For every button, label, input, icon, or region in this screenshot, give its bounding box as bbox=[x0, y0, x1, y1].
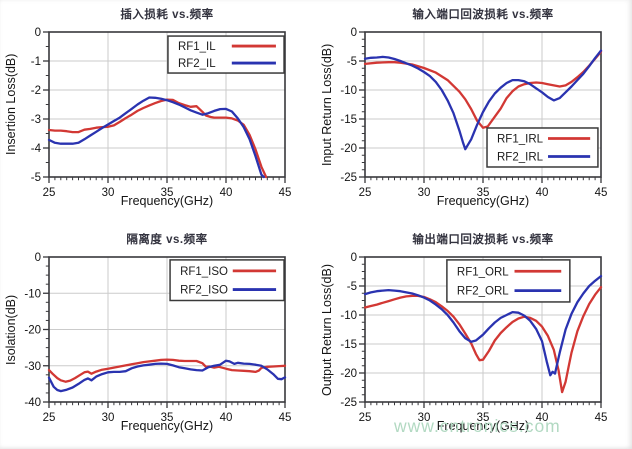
y-tick-label: -20 bbox=[340, 368, 357, 380]
x-axis-label: Frequency(GHz) bbox=[436, 419, 530, 433]
y-tick-label: -10 bbox=[24, 288, 41, 300]
chart-title: 输入端口回波损耗 vs.频率 bbox=[412, 9, 554, 21]
series-line-RF1_IRL bbox=[363, 50, 603, 129]
y-tick-label: -25 bbox=[340, 172, 357, 184]
legend-label: RF2_IRL bbox=[497, 151, 544, 163]
x-axis-label: Frequency(GHz) bbox=[120, 419, 214, 433]
legend: RF1_ISO RF2_ISO bbox=[169, 259, 285, 302]
plot-area: 25 30 35 40 45 -25 -20 -15 -10 -5 0 RF1_IRL RF2_IRL bbox=[340, 27, 608, 199]
legend-label: RF1_ISO bbox=[180, 266, 228, 278]
y-tick-label: -1 bbox=[31, 56, 41, 68]
x-axis-label: Frequency(GHz) bbox=[120, 194, 214, 208]
legend: RF1_ORL RF2_ORL bbox=[446, 259, 571, 303]
chart-output-return-loss: 输出端口回波损耗 vs.频率 Output Return Loss(dB) 25… bbox=[316, 225, 632, 449]
y-tick-label: -20 bbox=[24, 325, 41, 337]
x-tick-label: 45 bbox=[595, 412, 608, 424]
x-tick-label: 40 bbox=[536, 187, 549, 199]
y-tick-label: -10 bbox=[340, 85, 357, 97]
legend-label: RF2_IL bbox=[178, 58, 216, 70]
y-tick-label: -5 bbox=[347, 281, 357, 293]
y-tick-label: -25 bbox=[340, 397, 357, 409]
plot-area: 25 30 35 40 45 -5 -4 -3 -2 -1 0 RF1_IL RF2_IL bbox=[31, 27, 292, 199]
x-axis-label: Frequency(GHz) bbox=[436, 194, 530, 208]
x-tick-label: 45 bbox=[595, 187, 608, 199]
series-line-RF2_IL bbox=[47, 96, 265, 179]
y-tick-label: -2 bbox=[31, 85, 41, 97]
legend-label: RF1_IL bbox=[178, 41, 216, 53]
y-tick-label: 0 bbox=[35, 27, 41, 39]
y-tick-label: 0 bbox=[35, 252, 41, 264]
series-line-RF1_ORL bbox=[363, 286, 603, 394]
legend-box bbox=[167, 35, 285, 74]
legend-box bbox=[446, 259, 571, 303]
x-tick-label: 30 bbox=[102, 412, 115, 424]
legend-label: RF2_ORL bbox=[457, 286, 509, 298]
x-tick-label: 25 bbox=[359, 187, 372, 199]
x-tick-label: 30 bbox=[418, 187, 431, 199]
y-tick-label: -4 bbox=[31, 143, 42, 155]
chart-insertion-loss: 插入损耗 vs.频率 Insertion Loss(dB) 25 30 35 40 45… bbox=[0, 0, 316, 224]
y-tick-label: -5 bbox=[31, 172, 41, 184]
x-tick-label: 25 bbox=[43, 187, 56, 199]
x-tick-label: 40 bbox=[220, 412, 233, 424]
chart-title: 输出端口回波损耗 vs.频率 bbox=[412, 234, 554, 246]
x-tick-label: 35 bbox=[161, 187, 174, 199]
x-tick-label: 45 bbox=[279, 412, 292, 424]
y-tick-label: -15 bbox=[340, 339, 357, 351]
x-tick-label: 35 bbox=[477, 412, 490, 424]
plot-border bbox=[48, 256, 286, 403]
x-tick-label: 30 bbox=[102, 187, 115, 199]
legend-label: RF2_ISO bbox=[180, 285, 228, 297]
y-tick-label: -15 bbox=[340, 114, 357, 126]
x-tick-label: 40 bbox=[220, 187, 233, 199]
legend: RF1_IL RF2_IL bbox=[167, 35, 285, 74]
y-tick-label: -10 bbox=[340, 310, 357, 322]
y-tick-label: -3 bbox=[31, 114, 41, 126]
legend-label: RF1_IRL bbox=[497, 134, 544, 146]
y-tick-label: -30 bbox=[24, 361, 41, 373]
x-tick-label: 25 bbox=[359, 412, 372, 424]
series-line-RF1_ISO bbox=[47, 358, 287, 383]
x-tick-label: 35 bbox=[477, 187, 490, 199]
plot-border bbox=[364, 31, 602, 178]
y-tick-label: 0 bbox=[351, 27, 357, 39]
series-line-RF2_IRL bbox=[363, 49, 603, 151]
legend-box bbox=[169, 259, 285, 302]
x-tick-label: 30 bbox=[418, 412, 431, 424]
x-tick-label: 40 bbox=[536, 412, 549, 424]
y-tick-label: -40 bbox=[24, 397, 41, 409]
watermark-text: www.cntronics.com bbox=[394, 416, 561, 436]
chart-input-return-loss: 输入端口回波损耗 vs.频率 Input Return Loss(dB) 25 3… bbox=[316, 0, 632, 224]
legend: RF1_IRL RF2_IRL bbox=[486, 127, 599, 168]
chart-title: 插入损耗 vs.频率 bbox=[120, 9, 214, 21]
y-tick-label: -5 bbox=[347, 56, 357, 68]
plot-border bbox=[364, 256, 602, 403]
plot-area: 25 30 35 40 45 -40 -30 -20 -10 0 RF1_ISO RF2_ISO bbox=[24, 252, 292, 424]
series-line-RF2_ORL bbox=[363, 274, 603, 377]
x-tick-label: 25 bbox=[43, 412, 56, 424]
plot-border bbox=[48, 31, 286, 178]
chart-title: 隔离度 vs.频率 bbox=[126, 234, 208, 246]
legend-box bbox=[486, 127, 599, 168]
x-tick-label: 35 bbox=[161, 412, 174, 424]
series-line-RF1_IL bbox=[47, 98, 268, 179]
legend-label: RF1_ORL bbox=[457, 266, 509, 278]
plot-area: 25 30 35 40 45 -25 -20 -15 -10 -5 0 RF1_ORL RF2_ORL bbox=[340, 252, 608, 424]
series-line-RF2_ISO bbox=[47, 359, 287, 393]
x-tick-label: 45 bbox=[279, 187, 292, 199]
y-tick-label: -20 bbox=[340, 143, 357, 155]
y-tick-label: 0 bbox=[351, 252, 357, 264]
chart-isolation: 隔离度 vs.频率 Isolation(dB) 25 30 35 40 45 -40 -30… bbox=[0, 225, 316, 449]
